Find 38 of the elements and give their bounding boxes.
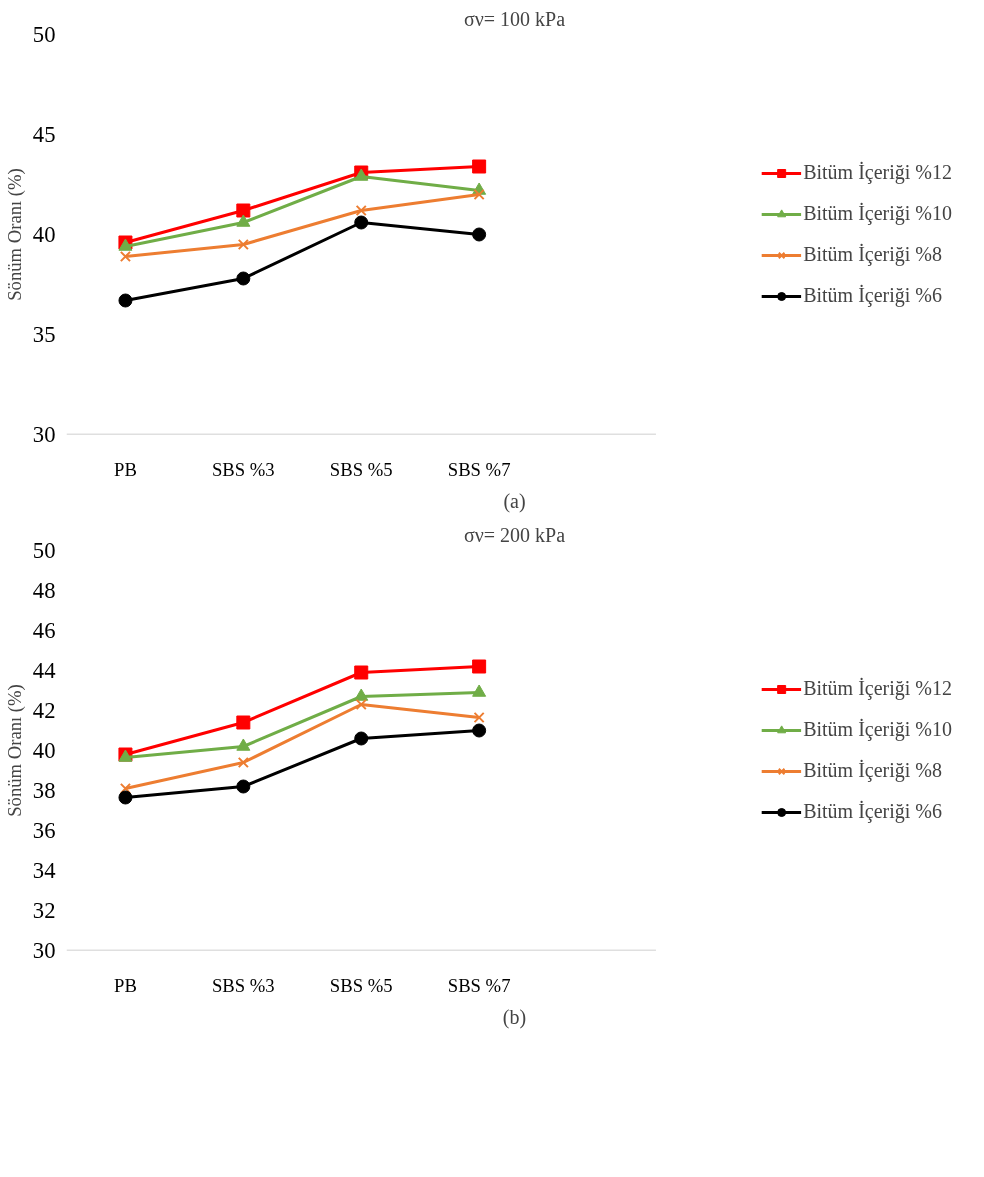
x-tick-label: SBS %3 xyxy=(211,974,275,996)
y-tick-label: 40 xyxy=(32,222,56,247)
legend-label: Bitüm İçeriği %6 xyxy=(803,284,942,307)
y-axis-title: Sönüm Oranı (%) xyxy=(3,684,26,817)
legend-label: Bitüm İçeriği %12 xyxy=(803,161,952,184)
legend-label: Bitüm İçeriği %10 xyxy=(803,718,952,741)
x-tick-label: PB xyxy=(114,458,137,480)
y-tick-label: 30 xyxy=(32,422,56,447)
chart-title: σν= 200 kPa xyxy=(463,523,566,546)
y-tick-label: 46 xyxy=(32,618,56,643)
y-tick-label: 44 xyxy=(32,658,56,683)
legend-label: Bitüm İçeriği %10 xyxy=(803,202,952,225)
y-tick-label: 50 xyxy=(32,22,56,47)
y-tick-label: 40 xyxy=(32,738,56,763)
y-tick-label: 34 xyxy=(32,858,56,883)
legend-label: Bitüm İçeriği %12 xyxy=(803,677,952,700)
x-tick-label: SBS %5 xyxy=(329,974,393,996)
y-tick-label: 36 xyxy=(32,818,56,843)
y-axis-title: Sönüm Oranı (%) xyxy=(3,168,26,301)
text: (a) xyxy=(503,489,526,513)
text: (b) xyxy=(502,1005,527,1029)
legend-label: Bitüm İçeriği %8 xyxy=(803,243,942,266)
x-tick-label: SBS %3 xyxy=(211,458,275,480)
x-tick-label: SBS %7 xyxy=(447,974,511,996)
y-tick-label: 32 xyxy=(32,898,56,923)
x-tick-label: SBS %5 xyxy=(329,458,393,480)
y-tick-label: 38 xyxy=(32,778,56,803)
legend-label: Bitüm İçeriği %8 xyxy=(803,759,942,782)
y-tick-label: 30 xyxy=(32,938,56,963)
y-tick-label: 50 xyxy=(32,538,56,563)
chart-title: σν= 100 kPa xyxy=(463,7,566,30)
x-tick-label: PB xyxy=(114,974,137,996)
y-tick-label: 45 xyxy=(32,122,56,147)
x-tick-label: SBS %7 xyxy=(447,458,511,480)
y-tick-label: 35 xyxy=(32,322,56,347)
y-tick-label: 48 xyxy=(32,578,56,603)
legend-label: Bitüm İçeriği %6 xyxy=(803,800,942,823)
y-tick-label: 42 xyxy=(32,698,56,723)
